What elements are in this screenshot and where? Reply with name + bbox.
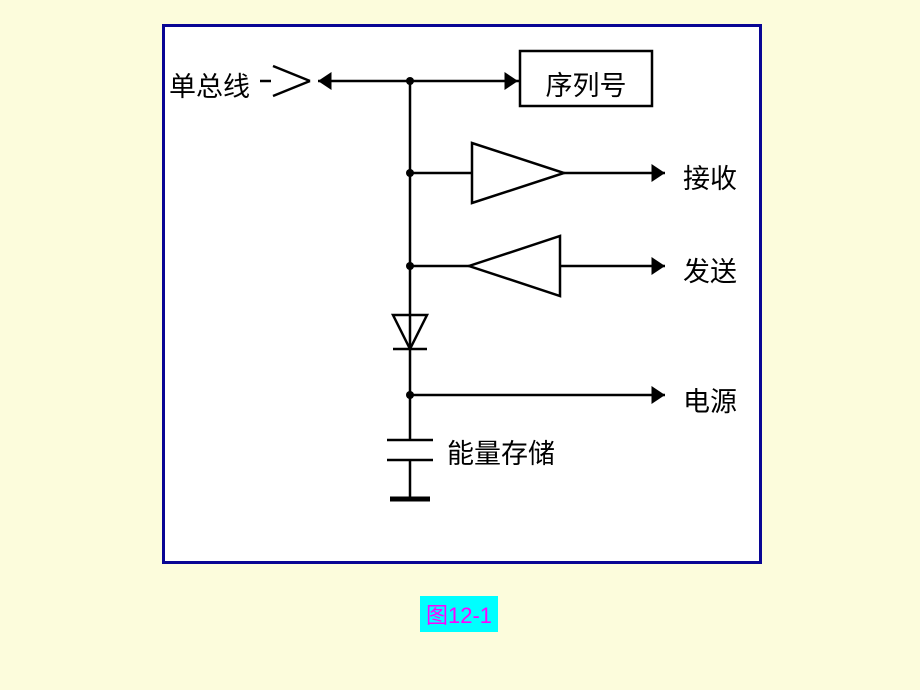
- circuit-diagram: [165, 27, 759, 561]
- power-label: 电源: [683, 380, 737, 419]
- bus-label: 单总线: [169, 65, 250, 104]
- figure-caption: 图12-1: [420, 596, 498, 632]
- receive-label: 接收: [683, 157, 737, 196]
- storage-label: 能量存储: [447, 432, 555, 471]
- diagram-container: 单总线 序列号 接收 发送 电源 能量存储: [162, 24, 762, 564]
- send-label: 发送: [683, 250, 737, 289]
- serial-box-label: 序列号: [520, 64, 652, 103]
